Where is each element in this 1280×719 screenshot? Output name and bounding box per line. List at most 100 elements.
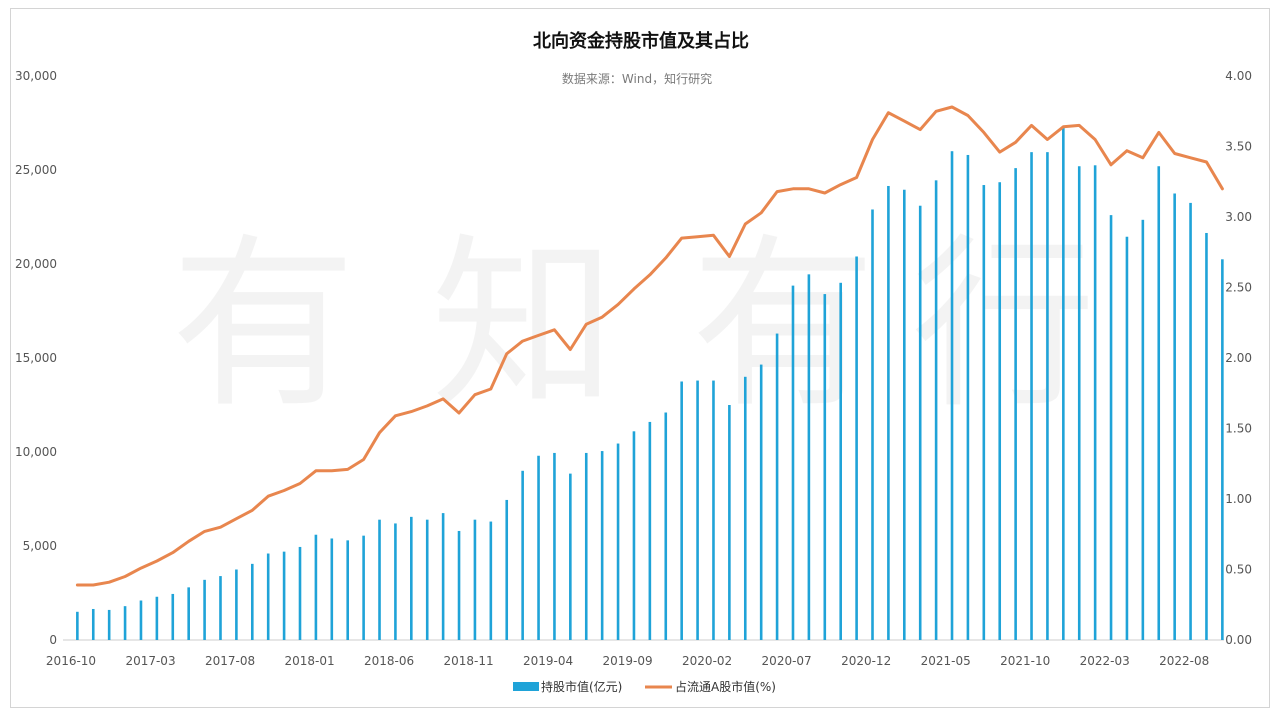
y-right-tick-label: 3.50 [1225, 140, 1252, 154]
y-right-tick-label: 2.00 [1225, 351, 1252, 365]
bar-2018-09 [441, 513, 445, 640]
x-tick-label: 2020-02 [682, 654, 732, 668]
bar-2016-12 [107, 609, 111, 640]
legend: 持股市值(亿元) 占流通A股市值(%) [513, 679, 776, 694]
bar-2018-03 [346, 540, 350, 640]
bar-2021-05 [950, 151, 954, 640]
bar-2018-08 [425, 519, 429, 640]
watermark-char-4: 行 [911, 217, 1096, 433]
bar-2020-11 [855, 256, 858, 640]
x-tick-label: 2018-11 [443, 654, 493, 668]
x-tick-label: 2022-03 [1080, 654, 1130, 668]
bar-2020-08 [807, 274, 811, 640]
x-tick-label: 2019-04 [523, 654, 573, 668]
bar-2017-11 [282, 551, 286, 640]
bar-2017-04 [171, 593, 175, 640]
bar-2019-05 [569, 473, 572, 640]
bar-2022-01 [1077, 166, 1081, 641]
y-right-tick-label: 3.00 [1225, 210, 1252, 224]
bar-2022-10 [1221, 259, 1224, 640]
y-left-tick-label: 30,000 [15, 69, 57, 83]
bar-2022-05 [1141, 219, 1145, 640]
bar-2022-06 [1157, 166, 1161, 641]
bar-2022-04 [1125, 236, 1129, 641]
bar-2019-08 [616, 443, 620, 640]
bar-2019-12 [680, 381, 683, 640]
bar-2019-10 [648, 421, 652, 640]
bar-2020-12 [871, 209, 874, 641]
legend-line-label: 占流通A股市值(%) [675, 679, 776, 694]
bar-2022-08 [1189, 202, 1192, 640]
bar-2018-11 [473, 519, 477, 640]
x-tick-label: 2022-08 [1159, 654, 1209, 668]
bar-2020-04 [743, 376, 747, 640]
bar-2019-07 [600, 451, 604, 640]
chart-frame: 有 知 有 行 北向资金持股市值及其占比 数据来源：Wind，知行研究 0 5,0… [10, 8, 1270, 708]
bar-2021-04 [934, 180, 938, 640]
y-left-tick-label: 20,000 [15, 257, 57, 271]
bar-2018-05 [378, 519, 381, 640]
bar-2018-10 [457, 530, 461, 640]
bar-2020-06 [775, 333, 779, 640]
x-tick-label: 2018-01 [284, 654, 334, 668]
y-left-tick-label: 10,000 [15, 445, 57, 459]
bar-2021-03 [918, 205, 922, 640]
bar-2018-06 [394, 523, 397, 640]
x-tick-label: 2019-09 [603, 654, 653, 668]
bar-2021-10 [1030, 152, 1033, 640]
watermark-char-3: 有 [691, 217, 876, 433]
bar-2020-02 [712, 380, 715, 640]
bar-2020-07 [791, 285, 795, 640]
bar-2017-06 [203, 579, 206, 640]
y-right-tick-label: 1.50 [1225, 422, 1252, 436]
legend-bar-label: 持股市值(亿元) [541, 679, 622, 694]
y-right-tick-label: 0.00 [1225, 633, 1252, 647]
watermark-char-2: 知 [431, 217, 616, 433]
bar-2022-03 [1109, 215, 1113, 640]
bar-2018-01 [314, 534, 318, 640]
x-tick-label: 2021-10 [1000, 654, 1050, 668]
y-left-tick-label: 25,000 [15, 163, 57, 177]
bar-2021-11 [1046, 152, 1049, 640]
bar-2016-10 [76, 611, 79, 640]
bar-2018-02 [330, 538, 334, 640]
bar-2017-02 [139, 600, 143, 640]
line-series [75, 105, 1224, 587]
y-right-tick-label: 0.50 [1225, 563, 1252, 577]
bar-2021-06 [966, 154, 970, 640]
bar-2022-09 [1205, 232, 1208, 641]
x-tick-label: 2020-07 [762, 654, 812, 668]
bar-2017-01 [123, 606, 127, 640]
x-tick-label: 2016-10 [46, 654, 96, 668]
y-right-tick-label: 1.00 [1225, 492, 1252, 506]
chart-canvas: 有 知 有 行 北向资金持股市值及其占比 数据来源：Wind，知行研究 0 5,0… [15, 30, 1252, 694]
bar-2017-09 [250, 563, 254, 640]
bar-2020-10 [839, 282, 842, 640]
bar-2022-02 [1093, 165, 1097, 641]
watermark: 有 知 有 行 [171, 217, 1096, 433]
bar-2017-03 [155, 596, 159, 640]
y-right-tick-label: 2.50 [1225, 281, 1252, 295]
y-left-tick-label: 15,000 [15, 351, 57, 365]
legend-bar-swatch [513, 682, 539, 691]
y-left-tick-label: 5,000 [23, 539, 57, 553]
bar-2020-09 [823, 294, 827, 640]
bar-2021-08 [998, 182, 1002, 640]
bar-2016-11 [91, 608, 95, 640]
chart-title: 北向资金持股市值及其占比 [533, 30, 749, 52]
x-tick-label: 2018-06 [364, 654, 414, 668]
bar-2018-07 [410, 516, 413, 640]
bar-2019-11 [664, 412, 668, 640]
x-tick-label: 2021-05 [921, 654, 971, 668]
bar-2021-02 [903, 189, 906, 641]
bar-2017-12 [298, 546, 302, 640]
x-tick-label: 2020-12 [841, 654, 891, 668]
bar-2021-09 [1014, 168, 1017, 640]
bar-2019-09 [632, 431, 636, 640]
bar-2021-01 [887, 185, 890, 641]
bar-2018-12 [489, 521, 493, 640]
bar-2021-12 [1062, 126, 1065, 640]
bar-2020-01 [696, 380, 699, 640]
bar-2017-07 [219, 576, 222, 640]
bar-2017-08 [235, 569, 238, 640]
